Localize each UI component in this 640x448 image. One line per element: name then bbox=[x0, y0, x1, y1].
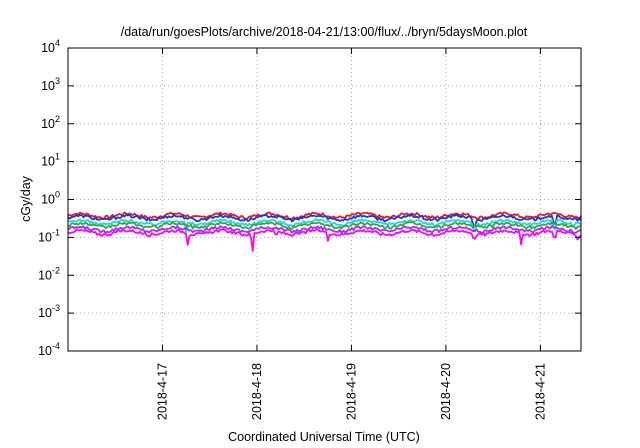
x-tick-label: 2018-4-21 bbox=[533, 363, 547, 420]
y-tick-label: 100 bbox=[41, 190, 60, 207]
x-tick-label: 2018-4-17 bbox=[155, 363, 169, 420]
y-axis: 10-4 10-3 10-2 10-1 100 101 102 103 104 bbox=[38, 38, 581, 358]
series-line bbox=[67, 228, 582, 252]
y-axis-label: cGy/day bbox=[19, 175, 33, 222]
y-tick-label: 10-2 bbox=[38, 265, 60, 282]
y-tick-label: 10-3 bbox=[38, 303, 60, 320]
series-line bbox=[67, 213, 582, 228]
x-tick-label: 2018-4-19 bbox=[344, 363, 358, 420]
y-tick-label: 102 bbox=[41, 114, 60, 131]
x-tick-label: 2018-4-18 bbox=[250, 363, 264, 420]
x-axis-label: Coordinated Universal Time (UTC) bbox=[228, 430, 420, 444]
y-tick-label: 10-1 bbox=[38, 227, 60, 244]
grid bbox=[68, 48, 581, 351]
series-line bbox=[67, 225, 582, 234]
chart-title: /data/run/goesPlots/archive/2018-04-21/1… bbox=[121, 25, 528, 39]
y-tick-label: 101 bbox=[41, 152, 60, 169]
y-tick-label: 10-4 bbox=[38, 341, 60, 358]
x-tick-label: 2018-4-20 bbox=[439, 363, 453, 420]
series-layer bbox=[67, 211, 582, 252]
x-axis: 2018-4-17 2018-4-18 2018-4-19 2018-4-20 2018… bbox=[155, 48, 547, 420]
series-line bbox=[67, 221, 581, 230]
y-tick-label: 103 bbox=[41, 76, 60, 93]
y-tick-label: 104 bbox=[41, 38, 60, 55]
